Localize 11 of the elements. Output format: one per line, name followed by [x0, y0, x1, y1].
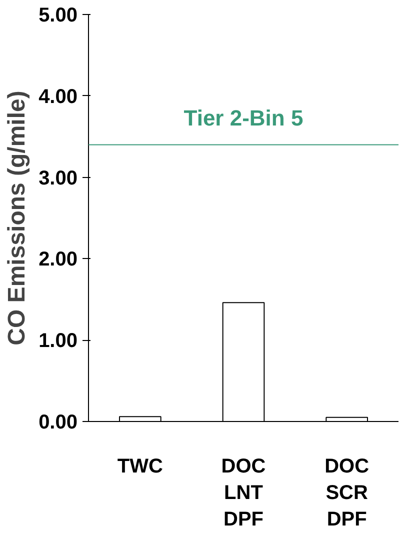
y-tick-label: 3.00	[38, 167, 78, 190]
y-axis-title: CO Emissions (g/mile)	[4, 90, 31, 346]
y-tick-label: 0.00	[38, 412, 78, 434]
x-tick-label: TWC	[117, 456, 163, 478]
y-tick-label: 5.00	[38, 4, 78, 26]
y-tick-label: 2.00	[38, 248, 78, 271]
ref-line-label: Tier 2-Bin 5	[184, 106, 304, 131]
y-tick-label: 1.00	[38, 330, 78, 352]
x-tick-label: DOC LNT DPF	[221, 456, 266, 530]
y-tick-label: 4.00	[38, 86, 78, 108]
x-tick-label: DOC SCR DPF	[324, 456, 370, 530]
